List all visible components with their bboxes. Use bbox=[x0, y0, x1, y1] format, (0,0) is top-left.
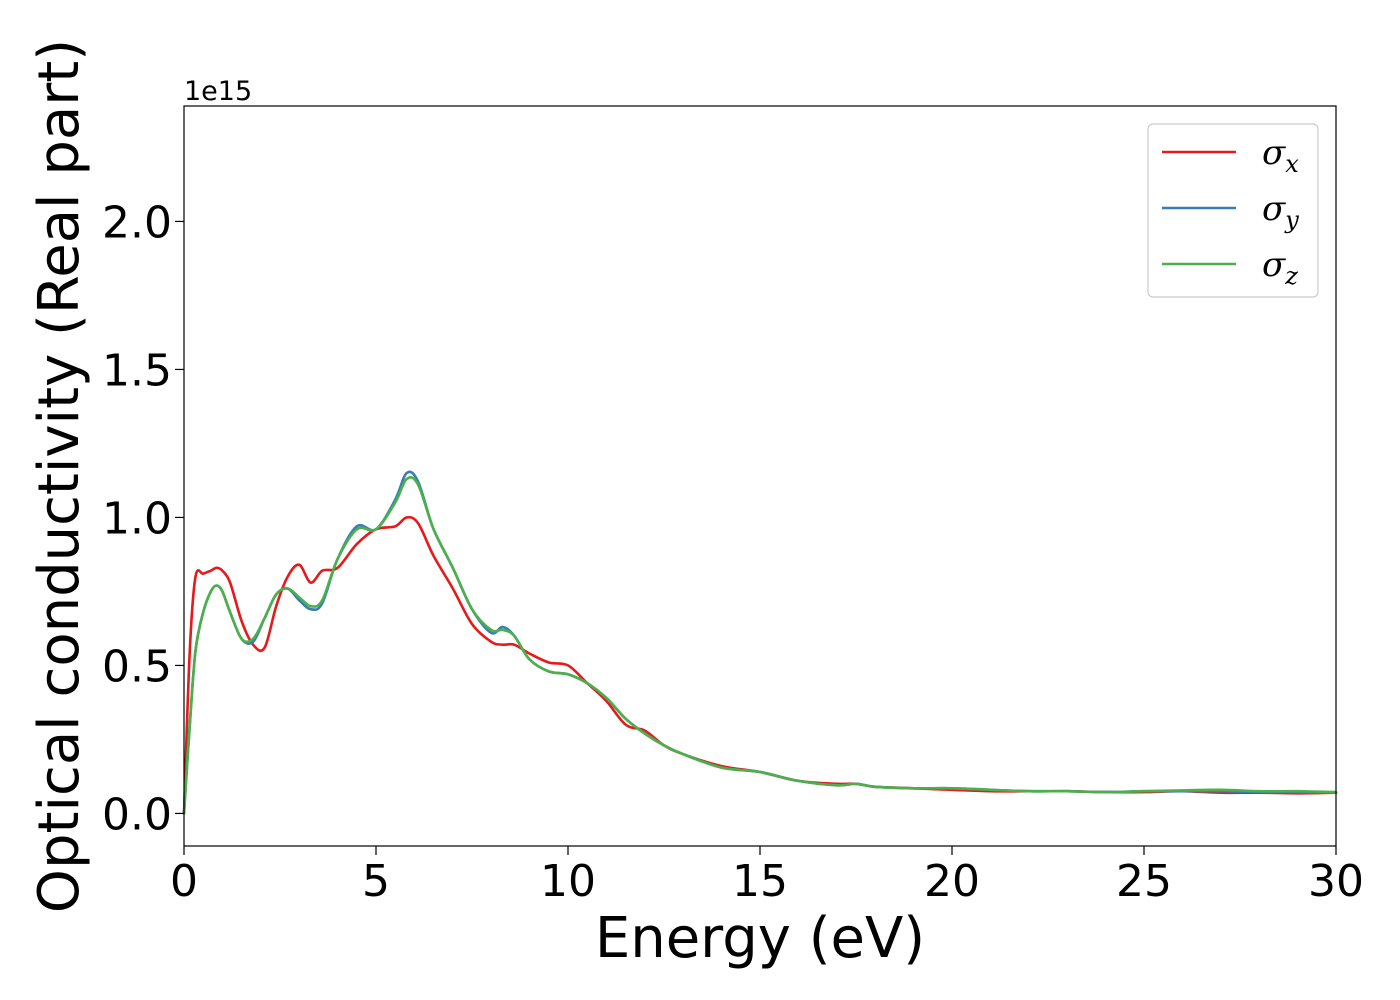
y-axis-title: Optical conductivity (Real part) bbox=[27, 39, 92, 913]
plot-area-background bbox=[184, 106, 1336, 846]
x-tick-label: 5 bbox=[362, 856, 390, 907]
y-tick-label: 0.5 bbox=[102, 641, 172, 692]
legend-label-subscript: y bbox=[1284, 206, 1299, 234]
x-axis-ticks: 0 5 10 15 20 25 30 bbox=[170, 846, 1364, 907]
x-axis-title: Energy (eV) bbox=[595, 906, 925, 971]
y-tick-label: 0.0 bbox=[102, 789, 172, 840]
legend-label-subscript: x bbox=[1285, 150, 1299, 178]
y-tick-label: 2.0 bbox=[102, 197, 172, 248]
y-offset-label: 1e15 bbox=[184, 76, 252, 107]
series-line-x bbox=[182, 515, 1338, 815]
legend-frame bbox=[1147, 123, 1319, 298]
y-axis-ticks: 0.0 0.5 1.0 1.5 2.0 bbox=[102, 197, 184, 840]
legend-label-subscript: z bbox=[1284, 262, 1298, 290]
x-tick-label: 10 bbox=[540, 856, 596, 907]
x-tick-label: 25 bbox=[1116, 856, 1172, 907]
series-line-z bbox=[182, 476, 1338, 815]
x-tick-label: 30 bbox=[1308, 856, 1364, 907]
x-tick-label: 15 bbox=[732, 856, 788, 907]
y-tick-label: 1.0 bbox=[102, 493, 172, 544]
x-tick-label: 20 bbox=[924, 856, 980, 907]
x-tick-label: 0 bbox=[170, 856, 198, 907]
y-tick-label: 1.5 bbox=[102, 345, 172, 396]
series-group bbox=[182, 470, 1338, 815]
